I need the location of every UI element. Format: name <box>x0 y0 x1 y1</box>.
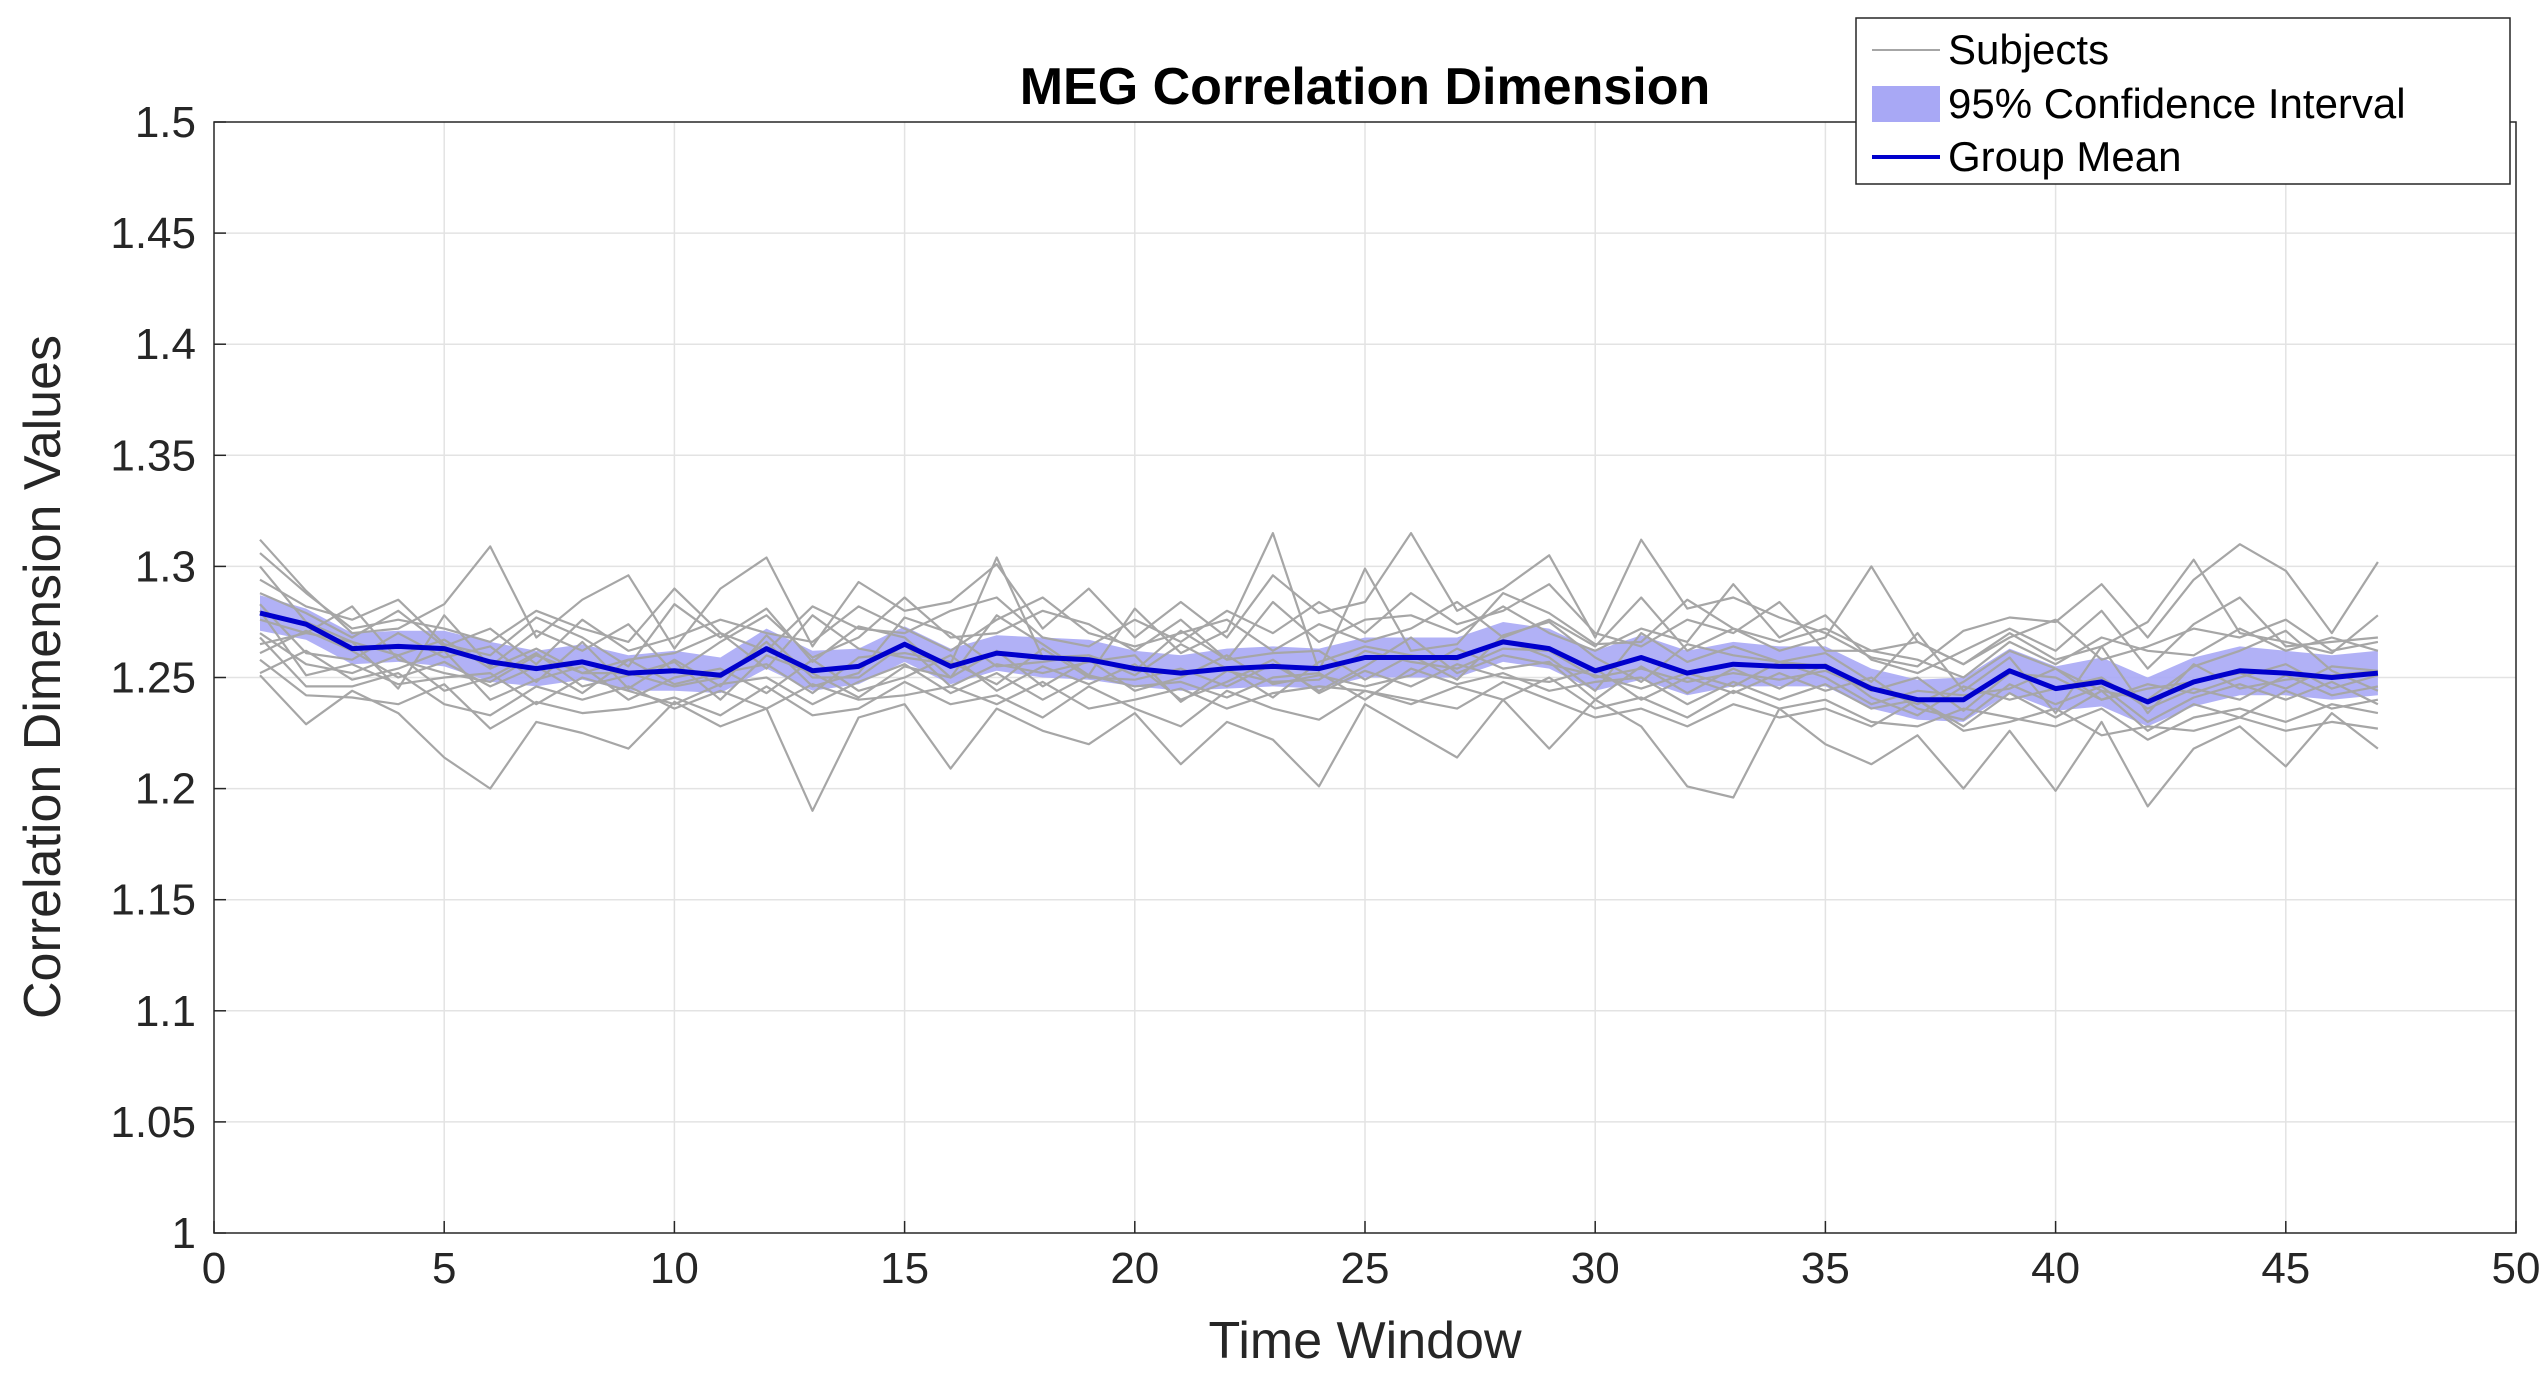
x-tick-label: 35 <box>1801 1244 1850 1293</box>
x-tick-label: 25 <box>1341 1244 1390 1293</box>
x-tick-label: 0 <box>202 1244 226 1293</box>
subject-line <box>259 610 2379 732</box>
y-tick-label: 1.15 <box>110 876 196 925</box>
y-axis-label: Correlation Dimension Values <box>14 335 72 1019</box>
subject-line <box>259 649 2379 724</box>
y-tick-label: 1.35 <box>110 431 196 480</box>
x-tick-label: 45 <box>2261 1244 2310 1293</box>
x-tick-label: 15 <box>880 1244 929 1293</box>
subject-line <box>259 636 2379 741</box>
y-tick-label: 1.05 <box>110 1098 196 1147</box>
subject-line <box>259 592 2379 679</box>
subject-line <box>259 565 2379 690</box>
group-mean-layer <box>259 610 2379 705</box>
y-tick-label: 1.5 <box>135 98 196 147</box>
x-tick-label: 20 <box>1110 1244 1159 1293</box>
subject-line <box>259 674 2379 812</box>
legend: Subjects 95% Confidence Interval Group M… <box>1855 17 2511 185</box>
legend-ci-swatch <box>1872 86 1940 122</box>
y-tick-label: 1.3 <box>135 542 196 591</box>
legend-box <box>1855 17 2511 185</box>
y-tick-label: 1.25 <box>110 654 196 703</box>
legend-ci-label: 95% Confidence Interval <box>1948 80 2406 127</box>
x-tick-label: 50 <box>2492 1244 2541 1293</box>
axes: 0 5 10 15 20 25 30 35 40 45 50 1 1.05 1.1 1.15 1.2 1.25 1… <box>110 98 2540 1293</box>
x-tick-label: 40 <box>2031 1244 2080 1293</box>
y-tick-label: 1.4 <box>135 320 196 369</box>
y-tick-label: 1.1 <box>135 987 196 1036</box>
subject-line <box>259 531 2379 668</box>
x-tick-label: 30 <box>1571 1244 1620 1293</box>
legend-mean-label: Group Mean <box>1948 133 2181 180</box>
chart-title: MEG Correlation Dimension <box>1020 58 1711 116</box>
legend-subjects-label: Subjects <box>1948 26 2109 73</box>
x-tick-label: 10 <box>650 1244 699 1293</box>
x-axis-label: Time Window <box>1208 1312 1521 1370</box>
y-tick-label: 1.45 <box>110 209 196 258</box>
x-tick-label: 5 <box>432 1244 456 1293</box>
subject-line <box>259 632 2379 717</box>
subject-line <box>259 658 2379 737</box>
group-mean-line <box>259 610 2379 705</box>
subject-line <box>259 552 2379 666</box>
y-tick-label: 1.2 <box>135 765 196 814</box>
y-tick-label: 1 <box>172 1209 196 1258</box>
